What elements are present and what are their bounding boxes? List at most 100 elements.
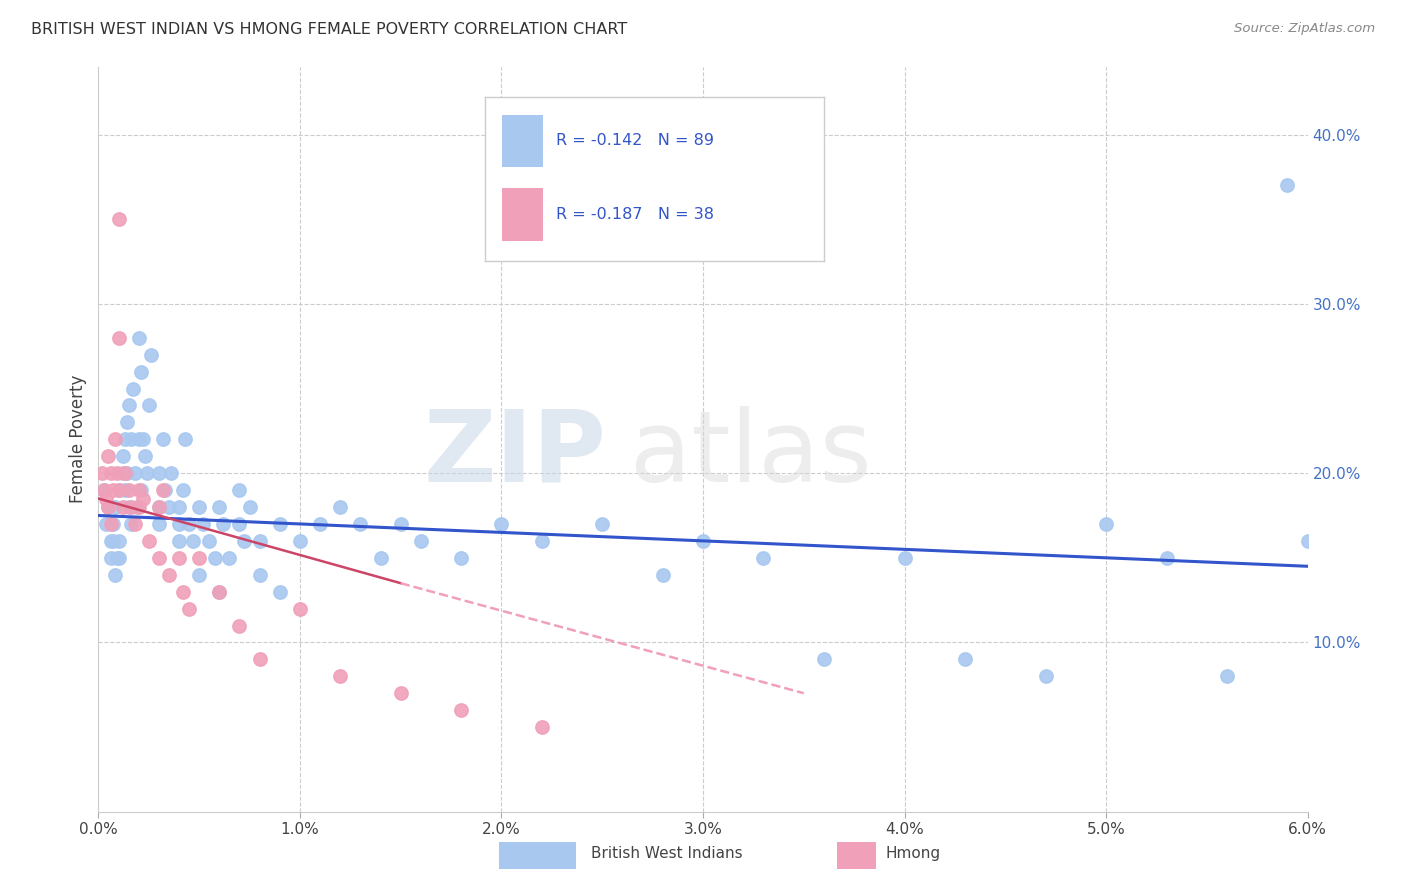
Point <box>249 567 271 582</box>
Point <box>167 550 190 565</box>
Point <box>450 703 472 717</box>
Text: British West Indians: British West Indians <box>591 847 742 861</box>
Point <box>953 652 976 666</box>
Point <box>135 466 157 480</box>
Point <box>103 433 125 447</box>
Point <box>125 500 148 514</box>
Point <box>148 500 170 514</box>
Point <box>100 533 122 548</box>
Point <box>96 516 118 531</box>
Point <box>97 449 120 463</box>
Point <box>148 550 170 565</box>
Point <box>349 516 371 531</box>
Point <box>115 416 138 430</box>
Point <box>167 516 190 531</box>
Point <box>114 433 136 447</box>
Point <box>107 483 129 497</box>
Point <box>591 516 613 531</box>
Point <box>101 516 124 531</box>
Point <box>450 550 472 565</box>
Point <box>181 533 204 548</box>
Point <box>172 584 194 599</box>
Point <box>105 550 128 565</box>
Point <box>179 516 201 531</box>
Point <box>93 483 115 497</box>
Point <box>188 567 211 582</box>
Text: Hmong: Hmong <box>886 847 941 861</box>
Point <box>157 567 180 582</box>
Point <box>111 449 134 463</box>
Point <box>124 516 146 531</box>
Point <box>752 550 775 565</box>
Point <box>100 550 122 565</box>
Point <box>153 483 176 497</box>
Point <box>100 466 122 480</box>
Point <box>208 500 231 514</box>
Point <box>138 399 160 413</box>
Point <box>692 533 714 548</box>
Point <box>389 686 412 700</box>
Point <box>96 491 118 506</box>
Point <box>232 533 254 548</box>
Point <box>218 550 240 565</box>
Point <box>132 491 155 506</box>
Point <box>188 550 211 565</box>
Point <box>269 516 291 531</box>
Point <box>107 533 129 548</box>
Point <box>167 533 190 548</box>
Point <box>204 550 226 565</box>
Point <box>132 433 155 447</box>
Point <box>124 466 146 480</box>
Point <box>120 516 142 531</box>
Point <box>115 466 138 480</box>
Point <box>1296 533 1319 548</box>
Point <box>139 348 162 362</box>
Point <box>228 516 250 531</box>
Point <box>269 584 291 599</box>
Point <box>128 483 150 497</box>
Point <box>107 550 129 565</box>
Point <box>105 466 128 480</box>
Point <box>129 483 152 497</box>
Point <box>148 500 170 514</box>
Point <box>288 533 311 548</box>
Point <box>167 500 190 514</box>
Point <box>118 399 141 413</box>
Point <box>228 618 250 632</box>
Point <box>128 500 150 514</box>
Point <box>1277 178 1299 193</box>
Point <box>118 483 141 497</box>
Text: BRITISH WEST INDIAN VS HMONG FEMALE POVERTY CORRELATION CHART: BRITISH WEST INDIAN VS HMONG FEMALE POVE… <box>31 22 627 37</box>
Point <box>329 669 352 683</box>
Point <box>107 212 129 227</box>
Point <box>129 365 152 379</box>
Point <box>239 500 262 514</box>
Point <box>193 516 215 531</box>
Point <box>128 331 150 345</box>
Point <box>530 720 553 734</box>
Point <box>1035 669 1057 683</box>
Point <box>128 433 150 447</box>
Point <box>111 500 134 514</box>
Point <box>103 500 125 514</box>
Point <box>101 483 124 497</box>
Point <box>179 601 201 615</box>
Point <box>121 382 143 396</box>
Point <box>1216 669 1239 683</box>
Point <box>114 483 136 497</box>
Point <box>329 500 352 514</box>
Point <box>111 466 134 480</box>
Point <box>120 433 142 447</box>
Point <box>118 500 141 514</box>
Point <box>100 516 122 531</box>
Point <box>160 466 183 480</box>
Point <box>288 601 311 615</box>
Point <box>491 516 513 531</box>
Point <box>101 533 124 548</box>
Point <box>893 550 915 565</box>
Point <box>249 533 271 548</box>
Point <box>152 483 174 497</box>
Point <box>813 652 835 666</box>
Point <box>212 516 235 531</box>
Point <box>134 449 156 463</box>
